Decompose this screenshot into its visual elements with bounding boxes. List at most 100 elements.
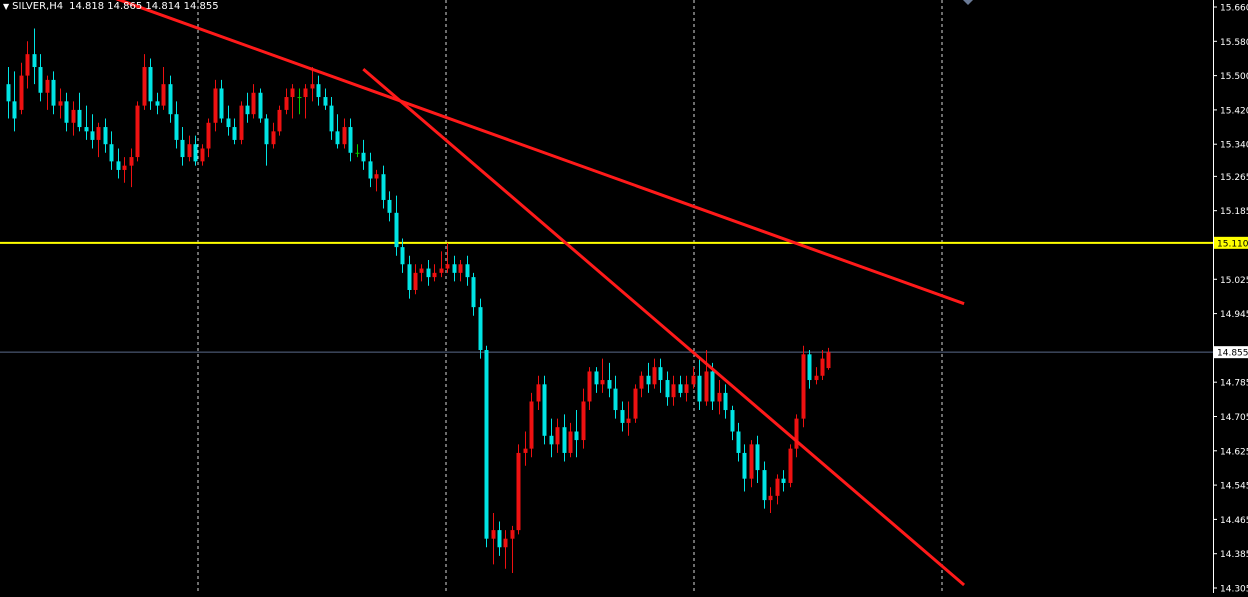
candle <box>207 118 211 157</box>
candle <box>91 114 95 148</box>
candle <box>188 136 192 162</box>
candle-body <box>26 54 30 75</box>
trendlines[interactable] <box>86 0 965 585</box>
candle-body <box>408 264 412 290</box>
candle <box>563 414 567 461</box>
candle-body <box>782 479 786 483</box>
candle-body <box>815 376 819 380</box>
candle-body <box>194 144 198 161</box>
candle-body <box>304 88 308 97</box>
candle-body <box>537 384 541 401</box>
candle-body <box>91 131 95 140</box>
candle-body <box>104 127 108 144</box>
candle-body <box>453 264 457 273</box>
candle <box>78 93 82 132</box>
candle <box>169 76 173 123</box>
candle <box>705 350 709 406</box>
candle-body <box>492 530 496 539</box>
candle-body <box>737 431 741 452</box>
scroll-marker-icon[interactable] <box>963 0 973 5</box>
candle-body <box>511 530 515 539</box>
candle <box>33 28 37 84</box>
candle <box>181 127 185 166</box>
candle-body <box>711 371 715 401</box>
candle-body <box>756 444 760 470</box>
candle-body <box>7 84 11 101</box>
candle <box>479 299 483 359</box>
candle <box>756 436 760 483</box>
candle-body <box>575 431 579 440</box>
candle-body <box>33 54 37 67</box>
y-tick-label: 14.625 <box>1220 447 1248 457</box>
candle-body <box>821 359 825 376</box>
candle-body <box>343 127 347 144</box>
candle-body <box>472 277 476 307</box>
candle-body <box>440 269 444 273</box>
candle-body <box>20 76 24 110</box>
candle-body <box>85 127 89 131</box>
candle <box>743 444 747 491</box>
candle-body <box>162 84 166 105</box>
y-tick-label: 15.580 <box>1220 38 1248 48</box>
candle <box>317 76 321 106</box>
candle-body <box>427 269 431 278</box>
candle <box>375 170 379 191</box>
candle <box>724 384 728 418</box>
candle <box>485 346 489 548</box>
y-tick-label: 15.500 <box>1220 72 1248 82</box>
candle <box>731 406 735 440</box>
candle-body <box>498 530 502 547</box>
candle-body <box>517 453 521 530</box>
candle-body <box>291 88 295 97</box>
candle-body <box>588 371 592 401</box>
candle-body <box>117 161 121 170</box>
chart-lines <box>0 243 1213 352</box>
candle <box>149 58 153 109</box>
candle <box>679 376 683 397</box>
candle <box>427 260 431 286</box>
candle-body <box>595 371 599 384</box>
candle-body <box>59 101 63 105</box>
candle <box>763 462 767 509</box>
candle <box>595 367 599 393</box>
candle-body <box>401 247 405 264</box>
candle-body <box>459 264 463 273</box>
candle-body <box>543 384 547 435</box>
candle <box>588 367 592 410</box>
candle-body <box>324 97 328 106</box>
candle <box>737 423 741 462</box>
candle <box>162 67 166 110</box>
candle <box>537 376 541 410</box>
candle-body <box>672 384 676 397</box>
candle-body <box>46 80 50 93</box>
candle-body <box>550 436 554 445</box>
candle-body <box>698 376 702 402</box>
chart-menu-icon[interactable]: ▼ <box>3 2 9 11</box>
candle <box>349 118 353 161</box>
candle-body <box>479 307 483 350</box>
candle <box>336 114 340 148</box>
bid-price-tag-label: 14.855 <box>1217 349 1248 359</box>
candle-body <box>556 427 560 444</box>
candle-body <box>466 264 470 277</box>
trendline-1 <box>86 0 965 304</box>
candle <box>304 84 308 118</box>
y-tick-label: 15.660 <box>1220 4 1248 14</box>
y-tick-label: 15.420 <box>1220 106 1248 116</box>
candle <box>492 513 496 564</box>
candle <box>601 359 605 393</box>
candle <box>614 376 618 419</box>
symbol-label: SILVER,H4 <box>12 1 63 12</box>
candle-body <box>311 84 315 88</box>
candle-body <box>130 157 134 166</box>
candle <box>511 526 515 573</box>
candle-body <box>563 427 567 453</box>
price-axis: 15.66015.58015.50015.42015.34015.26515.1… <box>1213 0 1248 593</box>
candle-body <box>78 110 82 127</box>
candle <box>388 191 392 221</box>
y-tick-label: 14.305 <box>1220 585 1248 594</box>
candle <box>110 131 114 170</box>
candle-body <box>349 127 353 153</box>
